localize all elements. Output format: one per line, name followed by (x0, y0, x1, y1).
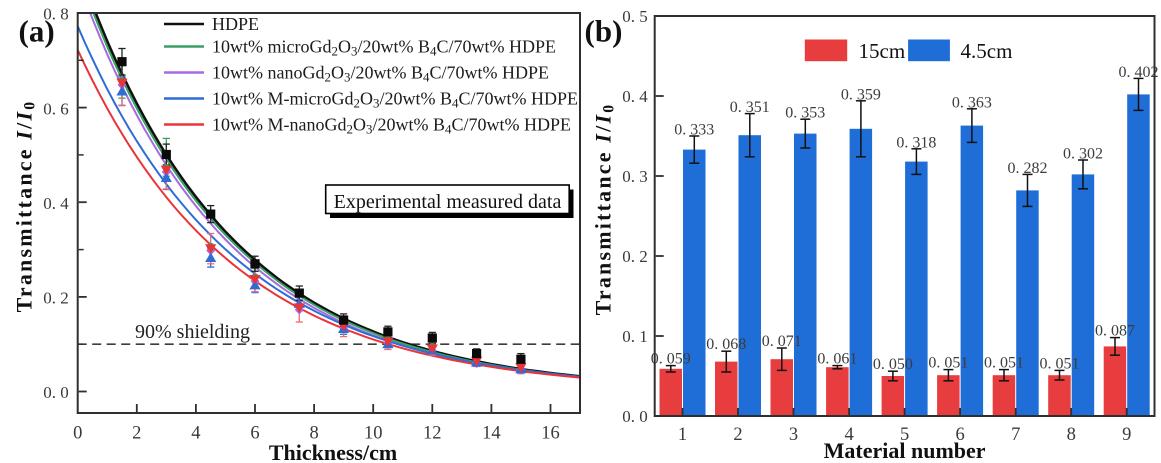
svg-text:0. 0: 0. 0 (622, 407, 648, 426)
svg-text:0. 087: 0. 087 (1095, 323, 1135, 340)
svg-text:0. 363: 0. 363 (952, 94, 992, 111)
svg-text:12: 12 (423, 424, 442, 444)
svg-text:0. 2: 0. 2 (43, 289, 69, 308)
svg-text:0. 359: 0. 359 (841, 86, 881, 103)
svg-text:6: 6 (955, 425, 964, 445)
svg-text:0. 402: 0. 402 (1119, 64, 1159, 81)
svg-text:0. 061: 0. 061 (817, 351, 857, 368)
svg-text:0. 051: 0. 051 (984, 355, 1024, 372)
svg-text:10: 10 (364, 424, 383, 444)
svg-text:14: 14 (482, 424, 501, 444)
svg-text:10wt% M-nanoGd2O3/20wt% B4C/70: 10wt% M-nanoGd2O3/20wt% B4C/70wt% HDPE (212, 115, 571, 137)
svg-text:Transmittance I/I0: Transmittance I/I0 (591, 103, 618, 316)
svg-text:0. 0: 0. 0 (43, 383, 69, 402)
svg-text:10wt% microGd2O3/20wt% B4C/70w: 10wt% microGd2O3/20wt% B4C/70wt% HDPE (212, 37, 556, 59)
svg-text:0. 351: 0. 351 (730, 99, 770, 116)
svg-text:0. 1: 0. 1 (622, 327, 648, 346)
svg-text:0. 4: 0. 4 (43, 194, 69, 213)
svg-text:0. 333: 0. 333 (674, 122, 714, 139)
svg-text:Experimental measured data: Experimental measured data (334, 191, 562, 213)
svg-text:(b): (b) (585, 14, 623, 49)
svg-text:0. 071: 0. 071 (762, 333, 802, 350)
svg-text:7: 7 (1011, 425, 1020, 445)
svg-text:15cm: 15cm (859, 39, 906, 63)
svg-text:0. 318: 0. 318 (896, 134, 936, 151)
svg-text:8: 8 (309, 424, 318, 444)
svg-text:9: 9 (1122, 425, 1131, 445)
svg-text:8: 8 (1067, 425, 1076, 445)
svg-text:16: 16 (541, 424, 560, 444)
svg-text:0. 302: 0. 302 (1063, 146, 1103, 163)
svg-text:0. 068: 0. 068 (706, 336, 746, 353)
svg-text:4: 4 (844, 425, 853, 445)
svg-text:0. 051: 0. 051 (1040, 355, 1080, 372)
svg-text:10wt% M-microGd2O3/20wt% B4C/7: 10wt% M-microGd2O3/20wt% B4C/70wt% HDPE (212, 89, 578, 111)
svg-text:Material number: Material number (824, 438, 986, 463)
svg-text:0. 8: 0. 8 (43, 5, 69, 24)
svg-text:3: 3 (789, 425, 798, 445)
svg-text:6: 6 (250, 424, 259, 444)
svg-text:0. 353: 0. 353 (785, 105, 825, 122)
svg-text:90% shielding: 90% shielding (135, 321, 250, 343)
svg-text:2: 2 (132, 424, 141, 444)
svg-text:0. 3: 0. 3 (622, 167, 648, 186)
svg-text:Thickness/cm: Thickness/cm (269, 440, 397, 463)
svg-text:0. 059: 0. 059 (651, 351, 691, 368)
svg-text:0. 6: 0. 6 (43, 99, 69, 118)
svg-text:4.5cm: 4.5cm (961, 39, 1013, 63)
svg-text:4: 4 (191, 424, 200, 444)
svg-text:0. 4: 0. 4 (622, 87, 648, 106)
svg-text:5: 5 (900, 425, 909, 445)
svg-text:0. 2: 0. 2 (622, 247, 648, 266)
svg-text:0. 5: 0. 5 (622, 7, 648, 26)
svg-text:1: 1 (678, 425, 687, 445)
svg-text:0. 282: 0. 282 (1008, 160, 1048, 177)
svg-text:10wt% nanoGd2O3/20wt% B4C/70wt: 10wt% nanoGd2O3/20wt% B4C/70wt% HDPE (212, 63, 549, 85)
svg-text:2: 2 (733, 425, 742, 445)
svg-text:(a): (a) (19, 14, 55, 49)
svg-text:HDPE: HDPE (212, 14, 259, 34)
svg-text:0: 0 (73, 424, 82, 444)
svg-text:Transmittance I/I0: Transmittance I/I0 (11, 100, 38, 313)
svg-text:0. 050: 0. 050 (873, 356, 913, 373)
svg-text:0. 051: 0. 051 (928, 355, 968, 372)
